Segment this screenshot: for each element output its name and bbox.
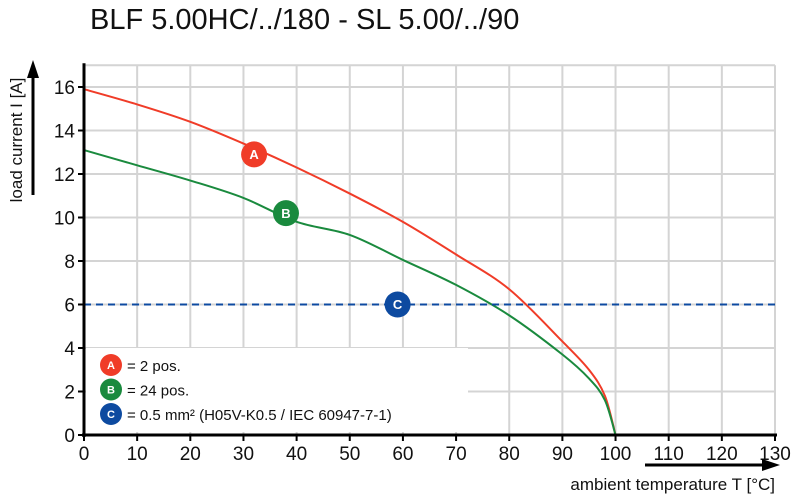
y-tick-label: 6 (64, 296, 75, 317)
series-line-a (83, 88, 617, 436)
x-tick-label: 100 (600, 444, 632, 465)
marker-a-circle (241, 141, 268, 168)
y-tick-label: 4 (64, 339, 75, 360)
y-tick-label: 14 (54, 122, 76, 143)
marker-a-letter: A (249, 147, 259, 162)
x-tick-label: 50 (339, 444, 360, 465)
x-axis-arrow-icon (762, 459, 780, 471)
marker-b-letter: B (281, 206, 290, 221)
legend-badge-b-circle (100, 378, 122, 401)
legend-text-b: = 24 pos. (127, 383, 189, 400)
y-tick-label: 2 (64, 383, 75, 404)
legend-badge-a-letter: A (107, 360, 115, 372)
legend-badge-c-letter: C (107, 409, 115, 421)
y-tick-label: 10 (54, 209, 75, 230)
x-tick-label: 40 (286, 444, 307, 465)
legend-box (86, 348, 468, 432)
x-tick-label: 0 (79, 444, 90, 465)
legend-badge-a-circle (100, 354, 122, 376)
y-tick-label: 16 (54, 78, 75, 99)
y-tick-label: 8 (64, 252, 75, 273)
x-tick-label: 30 (233, 444, 254, 465)
x-tick-label: 90 (552, 444, 573, 465)
y-tick-label: 0 (64, 426, 75, 447)
series-line-b (83, 149, 617, 436)
chart-title: BLF 5.00HC/../180 - SL 5.00/../90 (90, 4, 520, 36)
legend-badge-c-circle (100, 403, 122, 425)
marker-c-letter: C (393, 297, 403, 312)
x-tick-label: 80 (499, 444, 520, 465)
marker-c-circle (384, 291, 411, 318)
x-axis-label: ambient temperature T [°C] (570, 475, 775, 494)
y-axis-arrow-icon (27, 60, 39, 78)
x-tick-label: 60 (392, 444, 413, 465)
x-tick-label: 70 (446, 444, 467, 465)
legend-text-c: = 0.5 mm² (H05V-K0.5 / IEC 60947-7-1) (127, 407, 392, 424)
x-tick-label: 110 (654, 444, 684, 465)
x-tick-label: 120 (706, 444, 738, 465)
legend-text-a: = 2 pos. (127, 358, 181, 375)
x-tick-label: 20 (180, 444, 201, 465)
x-tick-label: 130 (759, 444, 791, 465)
legend-badge-b-letter: B (107, 384, 115, 396)
marker-b-circle (272, 200, 299, 227)
y-tick-label: 12 (54, 165, 75, 186)
x-tick-label: 10 (127, 444, 148, 465)
y-axis-label: load current I [A] (7, 78, 26, 203)
